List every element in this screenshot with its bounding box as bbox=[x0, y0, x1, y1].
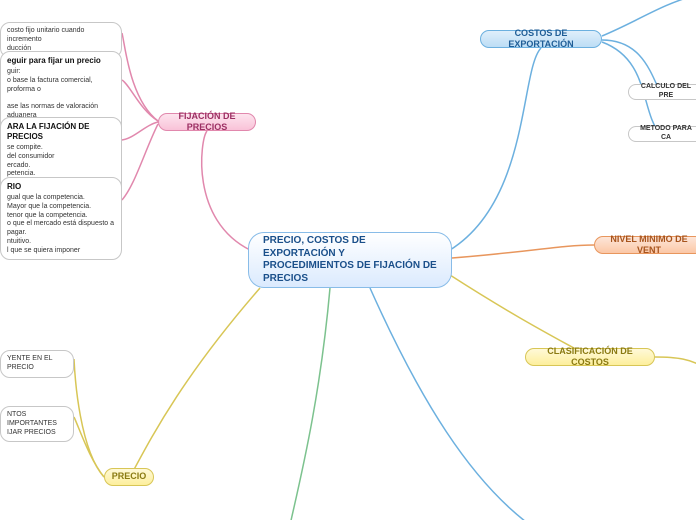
detail-line: o base la factura comercial, proforma o bbox=[7, 77, 115, 95]
detail-line: l que se quiera imponer bbox=[7, 247, 115, 256]
detail-line: Mayor que la competencia. bbox=[7, 203, 115, 212]
detail-line: tenor que la competencia. bbox=[7, 212, 115, 221]
edge bbox=[655, 357, 696, 365]
branch-costos-exp[interactable]: COSTOS DE EXPORTACIÓN bbox=[480, 30, 602, 48]
detail-line: IJAR PRECIOS bbox=[7, 429, 67, 438]
detail-line: ntuitivo. bbox=[7, 238, 115, 247]
branch-label: PRECIO bbox=[112, 471, 147, 482]
subnode-metodo[interactable]: METODO PARA CA bbox=[628, 126, 696, 142]
edge bbox=[122, 80, 158, 121]
edge bbox=[202, 131, 250, 250]
edge bbox=[452, 245, 594, 258]
branch-label: CLASIFICACIÓN DE COSTOS bbox=[536, 346, 644, 369]
edge bbox=[290, 288, 330, 520]
edge bbox=[370, 288, 530, 520]
detail-line: del consumidor bbox=[7, 153, 115, 162]
edge bbox=[602, 0, 696, 36]
central-topic[interactable]: PRECIO, COSTOS DE EXPORTACIÓN Y PROCEDIM… bbox=[248, 232, 452, 288]
edge bbox=[450, 48, 541, 250]
branch-clasif[interactable]: CLASIFICACIÓN DE COSTOS bbox=[525, 348, 655, 366]
edge bbox=[74, 417, 104, 477]
detail-line bbox=[7, 94, 115, 103]
detail-title: RIO bbox=[7, 182, 115, 192]
subnode-calculo[interactable]: CALCULO DEL PRE bbox=[628, 84, 696, 100]
detail-box4[interactable]: RIO gual que la competencia.Mayor que la … bbox=[0, 177, 122, 260]
branch-fijacion[interactable]: FIJACIÓN DE PRECIOS bbox=[158, 113, 256, 131]
edge bbox=[130, 288, 260, 477]
branch-nivel-min[interactable]: NIVEL MINIMO DE VENT bbox=[594, 236, 696, 254]
edge bbox=[74, 359, 104, 477]
detail-line: se compite. bbox=[7, 144, 115, 153]
detail-line: ercado. bbox=[7, 162, 115, 171]
detail-title: eguir para fijar un precio bbox=[7, 56, 115, 66]
branch-label: NIVEL MINIMO DE VENT bbox=[605, 234, 693, 257]
detail-box6[interactable]: NTOS IMPORTANTESIJAR PRECIOS bbox=[0, 406, 74, 442]
detail-line: costo fijo unitario cuando incremento bbox=[7, 27, 115, 45]
edge bbox=[122, 122, 158, 140]
detail-line: gual que la competencia. bbox=[7, 194, 115, 203]
edge bbox=[122, 124, 158, 200]
branch-label: FIJACIÓN DE PRECIOS bbox=[169, 111, 245, 134]
detail-line: guir: bbox=[7, 68, 115, 77]
detail-title: ARA LA FIJACIÓN DE PRECIOS bbox=[7, 122, 115, 142]
branch-label: COSTOS DE EXPORTACIÓN bbox=[491, 28, 591, 51]
detail-box5[interactable]: YENTE EN EL PRECIO bbox=[0, 350, 74, 378]
edge bbox=[122, 33, 158, 121]
detail-line: NTOS IMPORTANTES bbox=[7, 411, 67, 429]
detail-line: o que el mercado está dispuesto a pagar. bbox=[7, 220, 115, 238]
detail-line: YENTE EN EL PRECIO bbox=[7, 355, 67, 373]
central-topic-text: PRECIO, COSTOS DE EXPORTACIÓN Y PROCEDIM… bbox=[263, 235, 437, 285]
branch-precio[interactable]: PRECIO bbox=[104, 468, 154, 486]
edge bbox=[450, 275, 590, 357]
